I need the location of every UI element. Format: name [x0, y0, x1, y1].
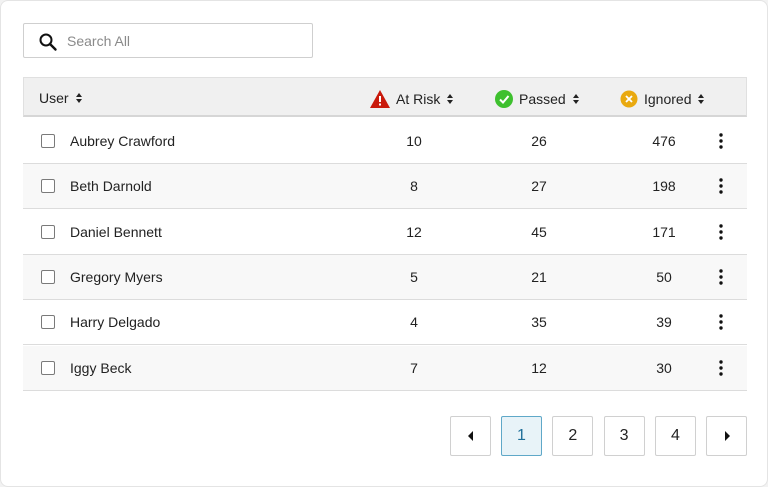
table-row: Gregory Myers 5 21 50: [23, 254, 747, 300]
row-actions[interactable]: [717, 314, 725, 333]
table-row: Beth Darnold 8 27 198: [23, 164, 747, 210]
user-name: Gregory Myers: [70, 268, 163, 285]
table-row: Harry Delgado 4 35 39: [23, 300, 747, 346]
header-label: At Risk: [396, 91, 441, 107]
row-actions[interactable]: [717, 178, 725, 197]
ignored-icon: [620, 90, 638, 108]
count-cell: 12: [406, 223, 422, 240]
count-cell: 171: [652, 223, 676, 240]
count-cell: 30: [656, 359, 672, 376]
user-name: Iggy Beck: [70, 359, 132, 376]
kebab-icon: [719, 178, 723, 194]
row-checkbox[interactable]: [41, 360, 55, 375]
next-icon: [724, 431, 730, 441]
count-cell: 10: [406, 133, 422, 149]
column-header[interactable]: Passed: [495, 90, 580, 108]
count-cell: 7: [410, 359, 418, 376]
kebab-icon: [719, 133, 723, 149]
kebab-icon: [719, 314, 723, 330]
count-cell: 12: [531, 359, 547, 376]
user-name: Aubrey Crawford: [70, 133, 176, 149]
count-cell: 8: [410, 178, 418, 195]
page-button[interactable]: 1: [501, 416, 542, 456]
prev-page[interactable]: [450, 416, 491, 456]
header-label: User: [39, 90, 69, 106]
search-icon: [39, 33, 57, 51]
user-name: Daniel Bennett: [70, 223, 162, 240]
user-name: Beth Darnold: [70, 178, 152, 195]
table-row: Iggy Beck 7 12 30: [23, 345, 747, 391]
row-checkbox[interactable]: [41, 315, 55, 330]
search-box[interactable]: Search All: [23, 23, 313, 58]
page-button[interactable]: 4: [654, 416, 696, 456]
prev-icon: [467, 431, 473, 441]
row-checkbox[interactable]: [41, 224, 55, 239]
sort-icon: [572, 94, 579, 104]
kebab-icon: [719, 223, 723, 240]
count-cell: 45: [531, 223, 547, 240]
header-label: Passed: [519, 91, 566, 107]
row-actions[interactable]: [717, 223, 725, 243]
kebab-icon: [719, 269, 723, 285]
column-header[interactable]: At Risk: [370, 90, 454, 108]
row-checkbox[interactable]: [41, 179, 55, 194]
count-cell: 27: [531, 178, 547, 195]
table-row: Daniel Bennett 12 45 171: [23, 209, 747, 255]
row-actions[interactable]: [717, 133, 725, 152]
row-actions[interactable]: [717, 269, 725, 288]
kebab-icon: [719, 359, 723, 376]
sort-icon: [75, 93, 82, 103]
column-header[interactable]: Ignored: [620, 90, 705, 108]
row-checkbox[interactable]: [41, 134, 55, 148]
count-cell: 26: [531, 133, 547, 149]
column-header[interactable]: User: [39, 90, 83, 106]
table-header: User At Risk Passed Ignored: [23, 77, 747, 117]
sort-icon: [447, 94, 454, 104]
passed-icon: [495, 90, 513, 108]
count-cell: 5: [410, 268, 418, 285]
table-row: Aubrey Crawford 10 26 476: [23, 119, 747, 164]
search-placeholder: Search All: [67, 33, 131, 49]
row-checkbox[interactable]: [41, 269, 55, 284]
sort-icon: [698, 94, 705, 104]
page-button[interactable]: 2: [552, 416, 594, 456]
next-page[interactable]: [706, 416, 747, 456]
count-cell: 35: [531, 314, 547, 331]
warning-icon: [370, 90, 390, 108]
count-cell: 476: [652, 133, 676, 149]
page-button[interactable]: 3: [603, 416, 645, 456]
count-cell: 4: [410, 314, 418, 331]
row-actions[interactable]: [717, 359, 725, 379]
count-cell: 21: [531, 268, 547, 285]
count-cell: 50: [656, 268, 672, 285]
user-name: Harry Delgado: [70, 314, 161, 331]
header-label: Ignored: [644, 91, 692, 107]
count-cell: 39: [656, 314, 672, 331]
count-cell: 198: [652, 178, 676, 195]
